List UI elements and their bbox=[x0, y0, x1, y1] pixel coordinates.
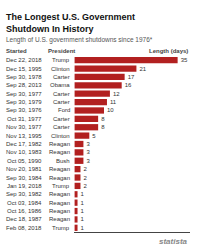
svg-text:Trump: Trump bbox=[52, 183, 70, 189]
svg-text:President: President bbox=[48, 48, 75, 54]
svg-text:12: 12 bbox=[113, 91, 120, 97]
svg-text:Sep 30, 1976: Sep 30, 1976 bbox=[6, 107, 42, 113]
svg-text:5: 5 bbox=[92, 133, 96, 139]
svg-text:Oct 03, 1984: Oct 03, 1984 bbox=[7, 200, 42, 206]
svg-text:Reagan: Reagan bbox=[49, 149, 70, 155]
svg-text:Reagan: Reagan bbox=[49, 175, 70, 181]
svg-text:Reagan: Reagan bbox=[49, 208, 70, 214]
svg-text:Bush: Bush bbox=[56, 158, 70, 164]
svg-text:Dec 15, 1995: Dec 15, 1995 bbox=[6, 66, 42, 72]
svg-text:17: 17 bbox=[128, 74, 135, 80]
svg-text:1: 1 bbox=[81, 191, 85, 197]
svg-text:1: 1 bbox=[81, 208, 85, 214]
svg-text:Nov 30, 1977: Nov 30, 1977 bbox=[6, 124, 42, 130]
svg-text:Oct 31, 1977: Oct 31, 1977 bbox=[7, 116, 42, 122]
svg-text:Reagan: Reagan bbox=[49, 216, 70, 222]
svg-text:Oct 16, 1986: Oct 16, 1986 bbox=[7, 208, 42, 214]
svg-text:1: 1 bbox=[81, 200, 85, 206]
svg-text:Carter: Carter bbox=[53, 99, 70, 105]
svg-text:21: 21 bbox=[139, 66, 146, 72]
svg-text:3: 3 bbox=[86, 149, 90, 155]
svg-text:Sep 30, 1984: Sep 30, 1984 bbox=[6, 175, 42, 181]
svg-text:2: 2 bbox=[83, 166, 87, 172]
svg-text:11: 11 bbox=[110, 99, 117, 105]
svg-text:Clinton: Clinton bbox=[51, 66, 70, 72]
svg-text:10: 10 bbox=[107, 107, 114, 113]
svg-text:3: 3 bbox=[86, 141, 90, 147]
svg-text:Carter: Carter bbox=[53, 91, 70, 97]
svg-text:Nov 20, 1981: Nov 20, 1981 bbox=[6, 166, 42, 172]
svg-text:Dec 18, 1987: Dec 18, 1987 bbox=[6, 216, 42, 222]
svg-text:Jan 19, 2018: Jan 19, 2018 bbox=[7, 183, 42, 189]
svg-text:2: 2 bbox=[83, 183, 87, 189]
svg-text:Length of U.S. government shut: Length of U.S. government shutdowns sinc… bbox=[6, 36, 153, 44]
svg-text:35: 35 bbox=[181, 57, 188, 63]
svg-text:statista: statista bbox=[159, 237, 188, 246]
svg-text:Reagan: Reagan bbox=[49, 191, 70, 197]
svg-text:16: 16 bbox=[125, 82, 132, 88]
svg-text:1: 1 bbox=[81, 225, 85, 231]
svg-text:8: 8 bbox=[101, 116, 105, 122]
svg-text:3: 3 bbox=[86, 158, 90, 164]
svg-text:Dec 22, 2018: Dec 22, 2018 bbox=[6, 57, 42, 63]
svg-text:Started: Started bbox=[6, 48, 27, 54]
svg-text:The Longest U.S. GovernmentShu: The Longest U.S. GovernmentShutdown In H… bbox=[6, 12, 135, 34]
svg-text:Sep 30, 1979: Sep 30, 1979 bbox=[6, 99, 42, 105]
svg-text:2: 2 bbox=[83, 175, 87, 181]
svg-text:Reagan: Reagan bbox=[49, 141, 70, 147]
svg-text:Reagan: Reagan bbox=[49, 200, 70, 206]
svg-text:1: 1 bbox=[81, 216, 85, 222]
svg-text:Length (days): Length (days) bbox=[149, 48, 188, 54]
svg-text:Carter: Carter bbox=[53, 124, 70, 130]
svg-text:Sep 30, 1978: Sep 30, 1978 bbox=[6, 74, 42, 80]
svg-text:Sep 28, 2013: Sep 28, 2013 bbox=[6, 82, 42, 88]
svg-text:Trump: Trump bbox=[52, 57, 70, 63]
svg-text:Reagan: Reagan bbox=[49, 166, 70, 172]
svg-text:Sep 30, 1977: Sep 30, 1977 bbox=[6, 91, 42, 97]
svg-text:Carter: Carter bbox=[53, 74, 70, 80]
svg-text:Obama: Obama bbox=[50, 82, 70, 88]
svg-text:Oct 05, 1990: Oct 05, 1990 bbox=[7, 158, 42, 164]
svg-text:Clinton: Clinton bbox=[51, 133, 70, 139]
svg-text:Trump: Trump bbox=[52, 225, 70, 231]
svg-text:Carter: Carter bbox=[53, 116, 70, 122]
svg-text:Feb 08, 2018: Feb 08, 2018 bbox=[6, 225, 42, 231]
svg-text:Dec 17, 1982: Dec 17, 1982 bbox=[6, 141, 42, 147]
svg-text:8: 8 bbox=[101, 124, 105, 130]
svg-text:Nov 13, 1995: Nov 13, 1995 bbox=[6, 133, 42, 139]
svg-text:Sep 30, 1982: Sep 30, 1982 bbox=[6, 191, 42, 197]
svg-text:Nov 10, 1983: Nov 10, 1983 bbox=[6, 149, 42, 155]
svg-text:Ford: Ford bbox=[58, 107, 70, 113]
